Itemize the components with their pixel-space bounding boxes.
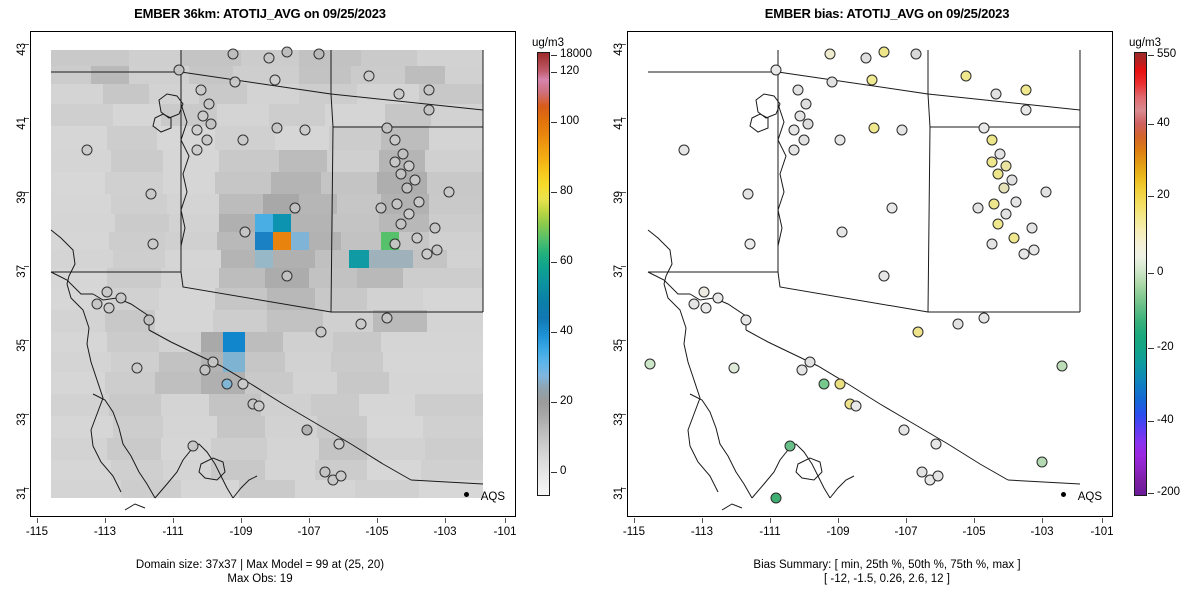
bias-caption-line2: [ -12, -1.5, 0.26, 2.6, 12 ] xyxy=(824,573,950,585)
bias-colorbar-gradient xyxy=(1134,52,1147,496)
panel-model-plot-frame: AQS xyxy=(30,31,516,517)
bias-caption-line1: Bias Summary: [ min, 25th %, 50th %, 75t… xyxy=(753,559,1021,571)
bias-map xyxy=(628,32,1112,516)
panel-model: EMBER 36km: ATOTIJ_AVG on 09/25/2023 xyxy=(16,6,592,585)
aqs-bias-points xyxy=(644,46,1068,504)
bias-colorbar-units: ug/m3 xyxy=(1129,37,1161,49)
aqs-legend-dot xyxy=(464,492,469,497)
panel-model-title: EMBER 36km: ATOTIJ_AVG on 09/25/2023 xyxy=(134,6,386,21)
panel-bias-title: EMBER bias: ATOTIJ_AVG on 09/25/2023 xyxy=(764,6,1010,21)
model-caption-line1: Domain size: 37x37 | Max Model = 99 at (… xyxy=(135,559,385,571)
model-grid-cells xyxy=(51,50,483,498)
aqs-observation-points xyxy=(81,46,455,486)
aqs-legend-dot xyxy=(1061,492,1066,497)
aqs-legend-label: AQS xyxy=(1077,491,1102,503)
aqs-legend-label: AQS xyxy=(480,491,505,503)
panel-bias-plot-frame: AQS xyxy=(627,31,1113,517)
model-map xyxy=(31,32,515,516)
panel-bias: EMBER bias: ATOTIJ_AVG on 09/25/2023 xyxy=(613,6,1181,585)
model-colorbar-gradient xyxy=(537,52,550,496)
model-caption-line2: Max Obs: 19 xyxy=(227,573,293,585)
model-colorbar-units: ug/m3 xyxy=(532,37,564,49)
